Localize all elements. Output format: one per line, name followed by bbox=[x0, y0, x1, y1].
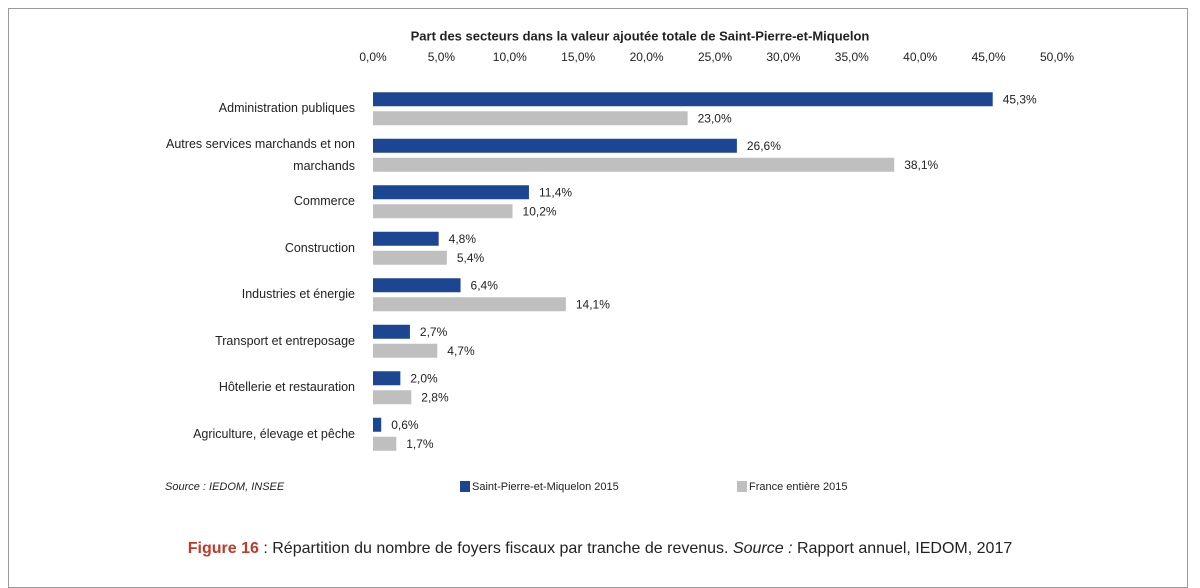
caption-text: : Répartition du nombre de foyers fiscau… bbox=[263, 540, 729, 557]
value-label: 4,7% bbox=[447, 344, 475, 358]
value-label: 23,0% bbox=[698, 111, 732, 125]
caption-source: Rapport annuel, IEDOM, 2017 bbox=[797, 540, 1013, 557]
category-label: Agriculture, élevage et pêche bbox=[193, 426, 355, 441]
x-tick-label: 50,0% bbox=[1040, 50, 1074, 64]
bar bbox=[373, 297, 566, 312]
value-label: 1,7% bbox=[406, 437, 434, 451]
bar bbox=[373, 138, 737, 153]
figure-caption: Figure 16 : Répartition du nombre de foy… bbox=[0, 540, 1200, 558]
legend-label: France entière 2015 bbox=[749, 481, 847, 493]
chart-title: Part des secteurs dans la valeur ajoutée… bbox=[411, 28, 870, 43]
value-label: 2,0% bbox=[410, 371, 438, 385]
bar bbox=[373, 324, 410, 339]
bar bbox=[373, 343, 438, 358]
bar bbox=[373, 417, 382, 432]
category-label: Transport et entreposage bbox=[215, 333, 355, 348]
bar bbox=[373, 436, 397, 451]
value-label: 6,4% bbox=[471, 278, 499, 292]
value-label: 4,8% bbox=[449, 232, 477, 246]
caption-source-label: Source : bbox=[732, 540, 793, 557]
value-label: 45,3% bbox=[1003, 92, 1037, 106]
value-label: 11,4% bbox=[539, 185, 572, 199]
category-label: Administration publiques bbox=[218, 101, 355, 116]
x-tick-label: 40,0% bbox=[903, 50, 937, 64]
figure-label: Figure 16 bbox=[187, 540, 259, 557]
value-label: 0,6% bbox=[391, 418, 419, 432]
value-label: 2,7% bbox=[420, 325, 448, 339]
value-label: 5,4% bbox=[457, 251, 485, 265]
category-label: Construction bbox=[284, 240, 355, 255]
bar bbox=[373, 278, 461, 293]
value-label: 2,8% bbox=[421, 390, 449, 404]
x-tick-label: 0,0% bbox=[359, 50, 387, 64]
legend-swatch bbox=[737, 481, 747, 492]
category-label: Autres services marchands et non marchan… bbox=[166, 136, 355, 173]
bar bbox=[373, 111, 688, 126]
legend-swatch bbox=[460, 481, 470, 492]
x-tick-label: 10,0% bbox=[493, 50, 527, 64]
x-tick-label: 35,0% bbox=[835, 50, 869, 64]
bar bbox=[373, 157, 895, 172]
legend-label: Saint-Pierre-et-Miquelon 2015 bbox=[472, 481, 619, 493]
value-label: 38,1% bbox=[904, 158, 938, 172]
x-tick-label: 30,0% bbox=[766, 50, 800, 64]
bar bbox=[373, 390, 412, 405]
value-label: 26,6% bbox=[747, 139, 781, 153]
category-label: Industries et énergie bbox=[241, 287, 355, 302]
x-tick-label: 5,0% bbox=[428, 50, 456, 64]
value-label: 10,2% bbox=[523, 204, 557, 218]
x-tick-label: 15,0% bbox=[561, 50, 595, 64]
category-label: Hôtellerie et restauration bbox=[218, 380, 355, 395]
bar bbox=[373, 371, 401, 386]
bar bbox=[373, 204, 513, 219]
bar bbox=[373, 185, 529, 200]
source-note: Source : IEDOM, INSEE bbox=[165, 481, 285, 493]
bar bbox=[373, 231, 439, 246]
x-tick-label: 20,0% bbox=[630, 50, 664, 64]
x-tick-label: 25,0% bbox=[698, 50, 732, 64]
bar bbox=[373, 250, 447, 265]
value-label: 14,1% bbox=[576, 297, 610, 311]
category-label: Commerce bbox=[293, 194, 355, 209]
x-tick-label: 45,0% bbox=[972, 50, 1006, 64]
bar bbox=[373, 92, 993, 107]
